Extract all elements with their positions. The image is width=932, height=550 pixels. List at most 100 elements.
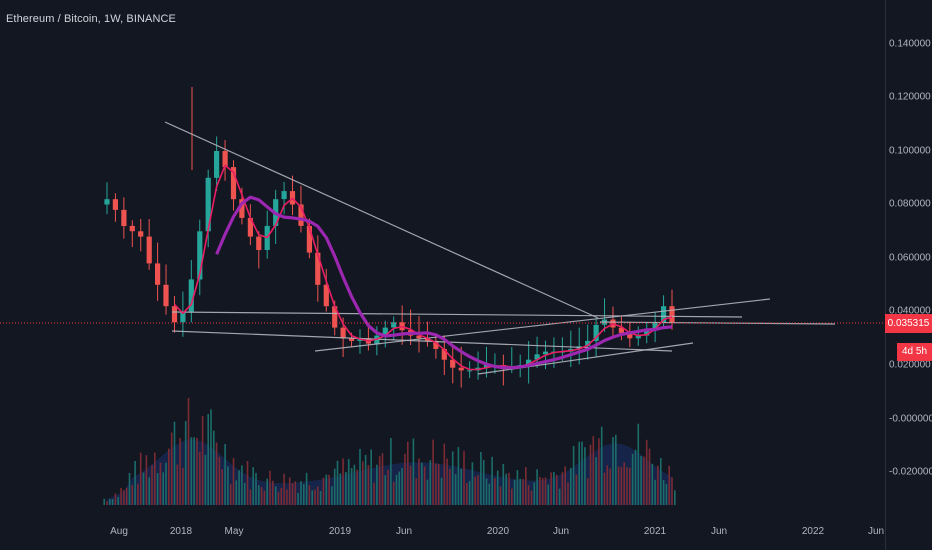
volume-bar: [527, 485, 530, 505]
volume-bar: [606, 465, 609, 505]
y-tick-label: 0.100000: [889, 145, 931, 157]
volume-bar: [645, 439, 648, 505]
volume-bar: [429, 460, 432, 505]
volume-bar: [297, 492, 299, 505]
candle-body: [230, 167, 237, 200]
candle-body: [332, 306, 338, 328]
x-tick-label: Jun: [867, 526, 885, 537]
volume-bar: [446, 458, 448, 505]
volume-bar: [631, 453, 634, 505]
volume-bar: [556, 474, 558, 505]
volume-bar: [460, 468, 462, 505]
candle-body: [247, 217, 253, 237]
volume-bar: [218, 456, 221, 505]
volume-bar: [634, 449, 637, 505]
volume-bar: [466, 482, 468, 505]
x-tick-label: 2018: [169, 526, 193, 537]
volume-bar: [674, 490, 676, 505]
candle-body: [205, 177, 211, 232]
volume-bar: [660, 458, 662, 505]
x-tick-label: 2021: [643, 526, 667, 537]
volume-bar: [499, 486, 502, 505]
candle-body: [256, 236, 262, 250]
candle-body: [593, 324, 599, 341]
volume-bar: [347, 459, 350, 505]
volume-bar: [359, 448, 361, 505]
volume-bar: [595, 457, 597, 505]
volume-bar: [184, 421, 187, 505]
volume-bar: [519, 478, 521, 505]
volume-bar: [317, 486, 319, 505]
volume-bar: [196, 437, 198, 505]
volume-bar: [210, 409, 212, 505]
volume-bar: [319, 491, 322, 505]
volume-bar: [657, 465, 659, 505]
volume-bar: [477, 475, 479, 505]
volume-bar: [190, 437, 193, 505]
volume-bar: [502, 464, 505, 505]
y-tick-label: 0.040000: [889, 305, 931, 317]
volume-bar: [409, 465, 412, 505]
volume-bar: [541, 478, 544, 505]
candle-body: [416, 335, 422, 339]
volume-bar: [567, 482, 569, 505]
volume-bar: [648, 448, 651, 505]
volume-bar: [162, 472, 164, 505]
x-tick-label: Jun: [552, 526, 570, 537]
volume-bar: [246, 461, 249, 505]
candle-body: [424, 338, 430, 341]
volume-bar: [578, 441, 580, 505]
volume-bar: [432, 439, 434, 505]
y-tick-label: 0.020000: [889, 359, 931, 371]
candle-body: [104, 199, 110, 205]
volume-bar: [173, 421, 176, 505]
volume-bar: [395, 474, 398, 505]
volume-bar: [288, 477, 291, 505]
volume-bar: [564, 466, 566, 505]
volume-bar: [131, 485, 134, 505]
volume-bar: [322, 477, 325, 505]
volume-bar: [207, 414, 209, 505]
trend-line: [314, 298, 771, 352]
volume-bar: [187, 398, 190, 505]
volume-bar: [305, 472, 308, 505]
volume-bar: [339, 473, 342, 505]
volume-bar: [106, 501, 108, 505]
candle-body: [627, 332, 633, 339]
volume-bar: [572, 446, 575, 505]
volume-bar: [437, 464, 440, 505]
volume-bar: [665, 483, 668, 505]
volume-bar: [272, 480, 274, 505]
volume-bar: [325, 474, 328, 505]
candle-body: [323, 284, 329, 307]
volume-bar: [362, 461, 364, 505]
volume-bar: [533, 482, 536, 505]
volume-bar: [480, 452, 482, 505]
candle-body: [391, 322, 397, 328]
volume-bar: [451, 451, 454, 505]
candle-body: [433, 340, 439, 349]
volume-bar: [575, 474, 578, 505]
volume-bar: [629, 467, 631, 505]
volume-bar: [145, 455, 148, 505]
volume-bar: [280, 487, 283, 505]
volume-bar: [488, 483, 491, 505]
volume-bar: [286, 489, 288, 505]
volume-bar: [139, 452, 142, 505]
volume-bar: [637, 423, 640, 505]
volume-bar: [536, 469, 538, 505]
candle-body: [155, 263, 161, 285]
volume-bar: [370, 449, 372, 505]
candle-body: [349, 338, 355, 341]
trend-line: [171, 311, 743, 318]
trend-line: [164, 121, 599, 319]
x-tick-label: 2022: [801, 526, 825, 537]
candle-body: [129, 225, 135, 232]
candle-body: [635, 335, 641, 339]
volume-bar: [412, 438, 415, 505]
volume-bar: [328, 474, 330, 505]
volume-bar: [269, 470, 271, 505]
bar-countdown-badge: 4d 5h: [897, 343, 932, 361]
candle-body: [222, 151, 228, 168]
